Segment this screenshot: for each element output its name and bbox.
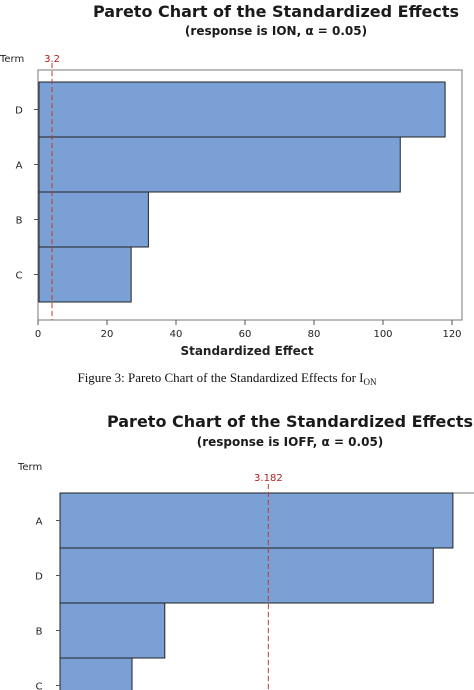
y-axis-label: Term [0,54,24,65]
y-axis-label: Term [17,462,42,473]
y-tick-label: A [36,517,43,528]
y-tick-label: B [16,216,23,227]
bar-C [59,657,133,690]
x-tick-label: 60 [239,329,252,340]
y-tick-label: A [16,161,23,172]
plot-frame [37,69,463,321]
x-tick-label: 40 [170,329,183,340]
y-tick-label: D [35,572,43,583]
chart-subtitle: (response is IOFF, α = 0.05) [197,435,384,449]
chart-subtitle: (response is ION, α = 0.05) [185,24,367,38]
bar-B [38,191,149,248]
x-axis-label: Standardized Effect [180,344,313,358]
bar-A [59,492,454,549]
x-tick-label: 80 [308,329,321,340]
reference-line-label: 3.2 [44,54,60,65]
y-tick-label: B [36,627,43,638]
bar-B [59,602,166,659]
x-tick-label: 120 [442,329,461,340]
bar-D [38,81,446,138]
reference-line-label: 3.182 [254,473,283,484]
pareto-chart-ioff: Pareto Chart of the Standardized Effects… [17,412,474,690]
bar-D [59,547,434,604]
chart-title: Pareto Chart of the Standardized Effects [107,412,473,431]
y-tick-label: D [15,106,23,117]
x-tick-label: 0 [35,329,41,340]
pareto-chart-ion: Pareto Chart of the Standardized Effects… [0,2,463,358]
x-tick-label: 20 [101,329,114,340]
x-tick-label: 100 [373,329,392,340]
bar-C [38,246,132,303]
chart-title: Pareto Chart of the Standardized Effects [93,2,459,21]
y-tick-label: C [16,271,23,282]
y-tick-label: C [36,682,43,690]
bar-A [38,136,401,193]
figure-caption: Figure 3: Pareto Chart of the Standardiz… [77,370,377,387]
